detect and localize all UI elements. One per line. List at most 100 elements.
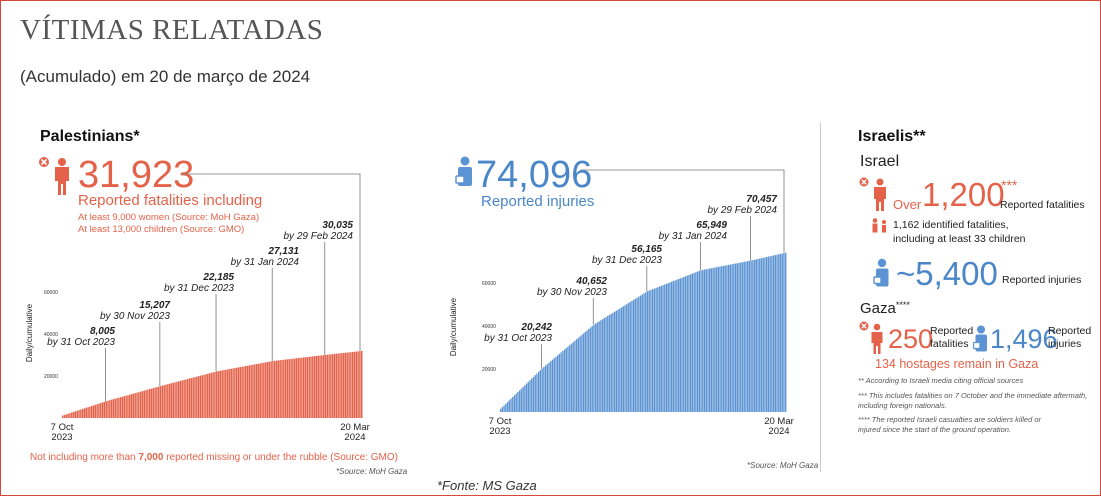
bar — [297, 358, 300, 418]
bar — [339, 353, 341, 418]
bar — [769, 256, 771, 412]
bar — [733, 263, 735, 412]
bar — [586, 330, 588, 412]
bar — [532, 376, 535, 412]
bar — [293, 358, 296, 418]
bar — [92, 405, 95, 418]
x-end-label: 20 Mar — [340, 422, 370, 433]
bar — [176, 381, 178, 418]
bar — [748, 260, 751, 412]
bar — [539, 370, 542, 412]
bar — [569, 345, 571, 412]
bar — [503, 405, 505, 412]
bar — [80, 409, 82, 418]
bar — [286, 359, 289, 418]
bar — [76, 410, 78, 418]
bar — [121, 396, 124, 418]
israel-fatalities-count: 1,200 — [922, 176, 1005, 213]
bar — [762, 257, 764, 412]
bar — [688, 274, 690, 412]
bar — [501, 407, 504, 412]
bar — [87, 407, 89, 418]
bar — [292, 358, 294, 418]
bar — [633, 299, 635, 412]
bar — [221, 370, 223, 418]
bar — [695, 272, 697, 412]
bar — [712, 267, 714, 412]
israel-fatality-icon — [859, 177, 886, 211]
bar — [304, 357, 307, 418]
bar — [512, 397, 514, 412]
bar — [261, 363, 263, 418]
palestinian-fatalities-label: Reported fatalities including — [78, 192, 263, 209]
headline-connector — [182, 173, 361, 351]
bar — [69, 413, 71, 418]
bar — [206, 373, 209, 418]
bar — [614, 311, 616, 412]
israel-fatalities-stars: *** — [1001, 177, 1018, 193]
bar — [664, 284, 666, 412]
bar — [671, 281, 673, 412]
israel-heading: Israel — [860, 153, 900, 170]
palestinian-injuries-count: 74,096 — [476, 154, 593, 196]
palestinians-heading: Palestinians* — [40, 128, 140, 145]
bar — [672, 281, 675, 412]
annotation-date: by 31 Dec 2023 — [592, 255, 662, 266]
bar — [168, 383, 171, 418]
gaza-heading: Gaza**** — [860, 300, 910, 317]
bar — [63, 414, 66, 418]
y-axis-label: Daily/cumulative — [25, 303, 34, 362]
bar — [234, 368, 236, 418]
bar — [232, 368, 234, 418]
bar — [330, 354, 332, 418]
bar — [546, 364, 549, 412]
bar — [259, 363, 261, 418]
bar — [721, 266, 723, 412]
bar — [179, 380, 182, 418]
bar — [522, 386, 524, 412]
bar — [268, 361, 271, 418]
bar — [665, 283, 668, 412]
bar — [508, 400, 511, 412]
bar — [570, 343, 573, 412]
bar — [105, 401, 107, 418]
bar — [551, 359, 554, 412]
bar — [225, 369, 227, 418]
bar — [116, 398, 118, 418]
bar — [562, 350, 564, 412]
bar — [257, 363, 260, 418]
bar — [525, 383, 528, 412]
bar — [351, 351, 354, 418]
bar — [163, 385, 165, 418]
bar — [308, 356, 310, 418]
bar-series — [62, 350, 363, 418]
bar — [274, 360, 276, 418]
bar — [71, 412, 73, 418]
bar — [252, 364, 254, 418]
bar — [774, 255, 777, 412]
bar — [605, 317, 607, 412]
bar — [270, 361, 272, 418]
bar — [359, 351, 361, 418]
bar — [310, 356, 312, 418]
bar — [183, 379, 185, 418]
annotation-date: by 30 Nov 2023 — [100, 311, 170, 322]
bar — [776, 254, 778, 412]
bar — [636, 297, 638, 412]
bar — [520, 388, 523, 412]
bar — [78, 410, 80, 418]
israel-injuries-label: Reported injuries — [1002, 274, 1082, 286]
bar — [538, 371, 540, 412]
bar — [353, 351, 356, 418]
injuries-source: *Source: MoH Gaza — [747, 461, 819, 470]
bar — [264, 362, 267, 418]
bar — [596, 322, 599, 412]
bar — [705, 269, 707, 412]
bar — [147, 389, 149, 418]
bar — [119, 397, 122, 418]
bar — [655, 287, 657, 412]
x-start-label: 7 Oct — [489, 416, 512, 427]
bar — [608, 314, 611, 412]
bar — [130, 394, 133, 418]
bar — [693, 272, 695, 412]
